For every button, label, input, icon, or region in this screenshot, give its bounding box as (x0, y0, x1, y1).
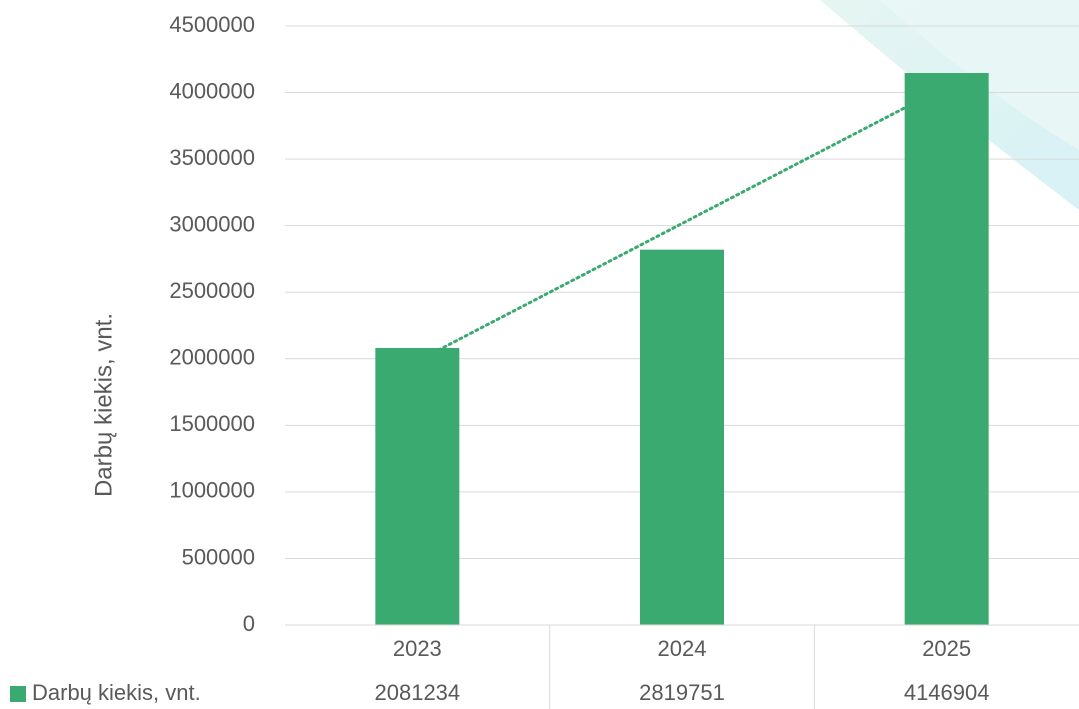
data-table-value: 2081234 (375, 680, 461, 705)
y-tick-label: 3500000 (169, 145, 255, 170)
x-tick-label: 2025 (922, 636, 971, 661)
y-tick-label: 500000 (182, 544, 255, 569)
bar (375, 348, 459, 625)
y-tick-label: 1500000 (169, 411, 255, 436)
y-tick-label: 2000000 (169, 345, 255, 370)
page: 0 500000 1000000 1500000 2000000 2500000 30000… (0, 0, 1079, 709)
y-tick-label: 3000000 (169, 211, 255, 236)
x-tick-label: 2024 (658, 636, 707, 661)
chart: 0 500000 1000000 1500000 2000000 2500000 30000… (0, 0, 1079, 709)
legend-label: Darbų kiekis, vnt. (32, 680, 201, 705)
y-axis-title: Darbų kiekis, vnt. (90, 313, 117, 497)
legend-swatch (10, 686, 26, 702)
data-table-value: 4146904 (904, 680, 990, 705)
y-tick-label: 2500000 (169, 278, 255, 303)
y-tick-label: 4500000 (169, 12, 255, 37)
y-tick-label: 0 (243, 611, 255, 636)
plot: 0 500000 1000000 1500000 2000000 2500000 30000… (10, 12, 1079, 709)
y-tick-label: 4000000 (169, 78, 255, 103)
x-tick-label: 2023 (393, 636, 442, 661)
bar (905, 73, 989, 625)
y-tick-label: 1000000 (169, 478, 255, 503)
data-table-value: 2819751 (639, 680, 725, 705)
bar (640, 250, 724, 625)
